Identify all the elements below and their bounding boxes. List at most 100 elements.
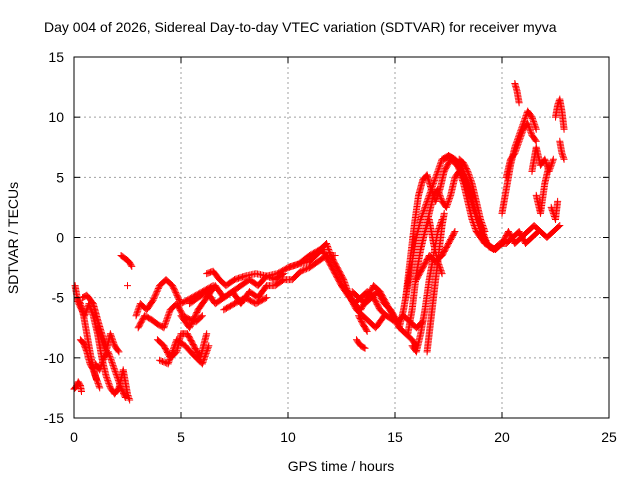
data-point <box>532 137 540 145</box>
data-point <box>480 230 488 238</box>
data-point <box>151 292 159 300</box>
data-point <box>110 364 118 372</box>
data-point <box>560 125 568 133</box>
data-point <box>132 312 140 320</box>
data-point <box>512 146 520 154</box>
data-point <box>149 296 157 304</box>
data-point <box>109 360 117 368</box>
data-point <box>419 209 427 217</box>
data-point <box>517 133 525 141</box>
data-point <box>462 176 470 184</box>
data-point <box>517 131 525 139</box>
y-tick-label: 10 <box>48 109 64 125</box>
data-point <box>116 381 124 389</box>
data-point <box>150 295 158 303</box>
data-point <box>201 352 209 360</box>
data-point <box>524 121 532 129</box>
data-point <box>164 360 172 368</box>
data-points <box>70 79 568 404</box>
data-point <box>480 226 488 234</box>
data-point <box>435 190 443 198</box>
data-point <box>451 227 459 235</box>
data-point <box>112 370 120 378</box>
data-point <box>479 223 487 231</box>
data-point <box>418 211 426 219</box>
data-point <box>525 122 533 130</box>
data-point <box>480 224 488 232</box>
data-point <box>531 136 539 144</box>
data-point <box>468 178 476 186</box>
data-point <box>532 125 540 133</box>
data-point <box>340 277 348 285</box>
data-point <box>555 222 563 230</box>
data-point <box>463 166 471 174</box>
data-point <box>464 183 472 191</box>
data-point <box>95 382 103 390</box>
data-point <box>481 234 489 241</box>
data-point <box>362 326 370 334</box>
data-point <box>74 298 82 306</box>
data-point <box>465 172 473 180</box>
data-point <box>516 136 524 144</box>
data-point <box>442 203 450 211</box>
data-point <box>303 265 311 273</box>
data-point <box>156 356 164 364</box>
data-point <box>450 229 458 237</box>
data-point <box>201 354 209 362</box>
data-point <box>200 355 208 363</box>
data-point <box>431 175 439 183</box>
data-point <box>440 209 448 217</box>
data-point <box>467 176 475 184</box>
data-point <box>542 158 550 166</box>
data-point <box>109 336 117 344</box>
data-point <box>105 381 113 389</box>
data-point <box>528 113 536 121</box>
data-point <box>421 227 429 235</box>
data-point <box>153 287 161 295</box>
data-point <box>134 307 142 315</box>
data-point <box>514 140 522 148</box>
data-point <box>107 355 115 363</box>
data-point <box>326 249 334 257</box>
data-point <box>121 392 129 400</box>
data-point <box>470 220 478 228</box>
data-point <box>97 333 105 341</box>
data-point <box>301 265 309 273</box>
data-point <box>427 185 435 193</box>
data-point <box>434 185 442 193</box>
data-point <box>154 286 162 294</box>
data-point <box>165 310 173 318</box>
data-point <box>163 316 171 324</box>
data-point <box>82 346 90 354</box>
data-point <box>465 185 473 193</box>
x-tick-label: 15 <box>387 429 403 445</box>
data-point <box>165 358 173 366</box>
data-point <box>106 352 114 360</box>
data-point <box>197 313 205 321</box>
data-point <box>481 227 489 235</box>
data-point <box>94 379 102 387</box>
data-point <box>436 161 444 169</box>
data-point <box>95 328 103 336</box>
data-point <box>104 376 112 384</box>
data-point <box>103 375 111 383</box>
data-point <box>92 375 100 383</box>
data-point <box>515 137 523 145</box>
data-point <box>471 224 479 232</box>
data-point <box>94 325 102 333</box>
data-point <box>420 205 428 213</box>
data-point <box>478 218 486 226</box>
data-point <box>339 274 347 282</box>
x-axis-label: GPS time / hours <box>288 458 395 474</box>
data-point <box>121 394 129 402</box>
data-point <box>560 154 568 162</box>
data-point <box>166 354 174 362</box>
data-point <box>514 142 522 150</box>
data-point <box>462 177 470 185</box>
data-point <box>97 363 105 371</box>
data-point <box>463 179 471 187</box>
data-point <box>164 313 172 321</box>
data-point <box>436 265 444 273</box>
data-point <box>300 266 308 274</box>
